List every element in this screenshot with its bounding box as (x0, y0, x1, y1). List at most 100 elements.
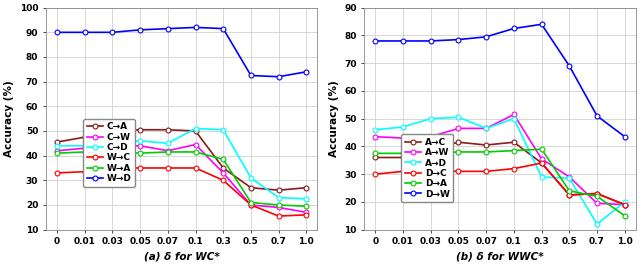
Line: D→A: D→A (373, 147, 627, 218)
A→W (510, 113, 518, 116)
C→D (81, 144, 88, 147)
C→W (275, 206, 282, 209)
A→W (593, 202, 601, 205)
W→D (247, 74, 255, 77)
C→W (164, 149, 172, 152)
D→A (399, 152, 407, 155)
D→C (593, 192, 601, 195)
A→D (454, 116, 462, 119)
C→W (109, 144, 116, 147)
A→D (621, 200, 628, 203)
A→D (483, 127, 490, 130)
C→A (109, 129, 116, 132)
Line: C→W: C→W (54, 142, 308, 215)
C→A (191, 129, 199, 132)
C→D (136, 139, 144, 143)
A→C (510, 141, 518, 144)
C→D (303, 197, 310, 200)
A→W (621, 203, 628, 206)
D→W (510, 27, 518, 30)
W→D (136, 28, 144, 31)
C→W (136, 144, 144, 147)
W→A (247, 201, 255, 204)
Legend: C→A, C→W, C→D, W→C, W→A, W→D: C→A, C→W, C→D, W→C, W→A, W→D (83, 119, 135, 187)
D→C (566, 193, 573, 197)
C→A (275, 189, 282, 192)
X-axis label: (b) δ for WWC*: (b) δ for WWC* (456, 252, 544, 262)
Line: C→D: C→D (54, 126, 308, 201)
W→A (191, 150, 199, 153)
C→A (220, 167, 227, 170)
A→W (371, 135, 379, 138)
W→D (191, 26, 199, 29)
Line: A→W: A→W (373, 112, 627, 207)
D→W (538, 23, 545, 26)
Line: W→A: W→A (54, 149, 308, 209)
D→A (427, 152, 435, 155)
D→C (538, 161, 545, 165)
W→D (303, 70, 310, 73)
W→C (53, 171, 61, 174)
C→A (81, 136, 88, 139)
C→W (81, 147, 88, 150)
W→D (53, 31, 61, 34)
C→D (275, 196, 282, 199)
D→C (371, 173, 379, 176)
A→W (399, 136, 407, 140)
W→C (136, 167, 144, 170)
C→A (136, 128, 144, 131)
W→C (303, 213, 310, 217)
W→A (109, 150, 116, 153)
Legend: A→C, A→W, A→D, D→C, D→A, D→W: A→C, A→W, A→D, D→C, D→A, D→W (401, 134, 453, 202)
A→W (427, 135, 435, 138)
A→D (371, 128, 379, 131)
C→W (191, 143, 199, 146)
W→C (164, 167, 172, 170)
C→D (220, 128, 227, 131)
A→D (427, 117, 435, 120)
X-axis label: (a) δ for WC*: (a) δ for WC* (144, 252, 220, 262)
A→D (399, 125, 407, 128)
A→C (427, 148, 435, 151)
W→C (220, 179, 227, 182)
A→C (454, 141, 462, 144)
D→C (454, 170, 462, 173)
A→D (538, 175, 545, 178)
Y-axis label: Accuracy (%): Accuracy (%) (4, 80, 14, 157)
W→C (191, 167, 199, 170)
Line: W→D: W→D (54, 25, 308, 79)
D→W (399, 39, 407, 43)
W→D (220, 27, 227, 30)
D→W (566, 64, 573, 68)
W→A (220, 158, 227, 161)
W→A (164, 150, 172, 153)
C→D (247, 176, 255, 180)
D→W (371, 39, 379, 43)
D→W (483, 35, 490, 38)
W→A (136, 152, 144, 155)
W→A (53, 152, 61, 155)
C→A (53, 140, 61, 144)
C→D (53, 144, 61, 147)
W→A (81, 150, 88, 153)
D→C (483, 170, 490, 173)
D→A (593, 195, 601, 198)
D→A (621, 214, 628, 217)
C→A (164, 128, 172, 131)
A→D (593, 222, 601, 226)
A→W (566, 175, 573, 178)
Line: A→D: A→D (373, 115, 627, 227)
D→W (454, 38, 462, 41)
D→C (399, 170, 407, 173)
W→D (164, 27, 172, 30)
D→A (566, 189, 573, 192)
A→C (621, 203, 628, 206)
D→W (427, 39, 435, 43)
A→W (483, 127, 490, 130)
C→D (109, 142, 116, 145)
D→C (510, 167, 518, 170)
A→C (399, 156, 407, 159)
C→D (191, 127, 199, 130)
Line: C→A: C→A (54, 127, 308, 193)
C→W (220, 171, 227, 174)
